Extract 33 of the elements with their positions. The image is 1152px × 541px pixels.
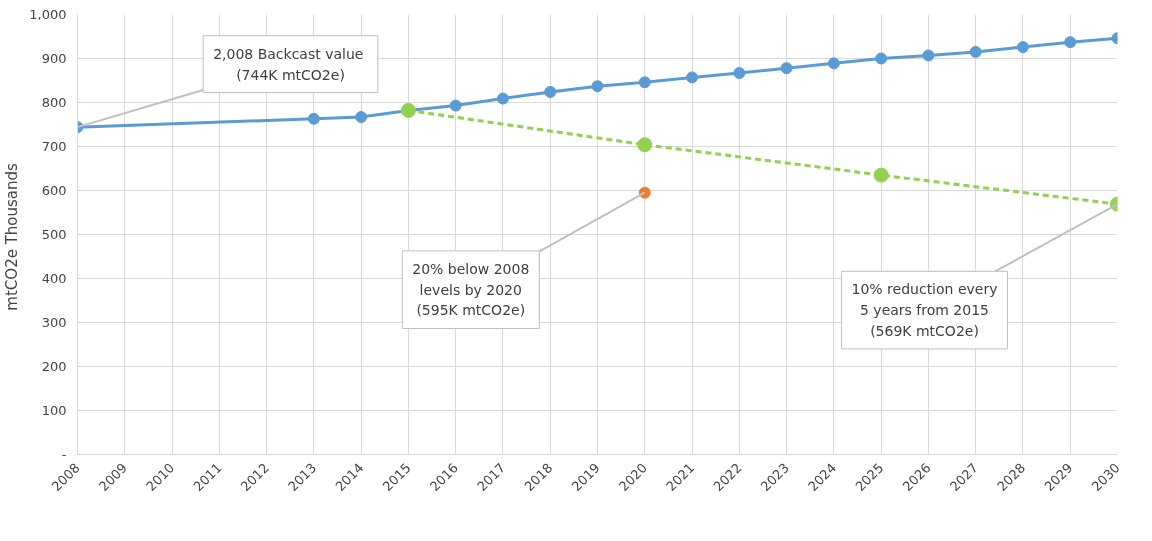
y-axis-title: mtCO2e Thousands bbox=[3, 162, 22, 311]
y-tick-label: 700 bbox=[41, 139, 67, 154]
point bbox=[496, 92, 509, 105]
point bbox=[591, 80, 604, 93]
y-tick-label: 100 bbox=[41, 403, 67, 418]
annotation: 2,008 Backcast value (744K mtCO2e) bbox=[213, 45, 364, 83]
point bbox=[638, 76, 651, 89]
point bbox=[637, 137, 653, 153]
point bbox=[827, 57, 840, 70]
y-tick-label: 900 bbox=[41, 51, 67, 66]
y-tick-label: 500 bbox=[41, 227, 67, 242]
point bbox=[733, 67, 746, 80]
point bbox=[873, 167, 889, 183]
point bbox=[875, 52, 888, 65]
y-tick-label: 600 bbox=[41, 183, 67, 198]
point bbox=[686, 71, 699, 84]
y-tick-label: 1,000 bbox=[29, 7, 67, 22]
y-tick-label: 800 bbox=[41, 95, 67, 110]
point bbox=[355, 111, 368, 124]
point bbox=[922, 49, 935, 62]
annotation: 20% below 2008 levels by 2020 (595K mtCO2e) bbox=[412, 260, 530, 319]
annotation: 10% reduction every 5 years from 2015 (569K mtCO2e) bbox=[851, 281, 998, 339]
point bbox=[1016, 41, 1029, 54]
y-tick-label: - bbox=[61, 447, 67, 462]
y-tick-label: 300 bbox=[41, 315, 67, 330]
point bbox=[969, 45, 982, 58]
y-tick-label: 200 bbox=[41, 359, 67, 374]
point bbox=[307, 112, 320, 125]
point bbox=[1064, 36, 1077, 49]
y-tick-label: 400 bbox=[41, 271, 67, 286]
point bbox=[449, 99, 462, 112]
point bbox=[544, 85, 557, 98]
point bbox=[780, 62, 793, 75]
